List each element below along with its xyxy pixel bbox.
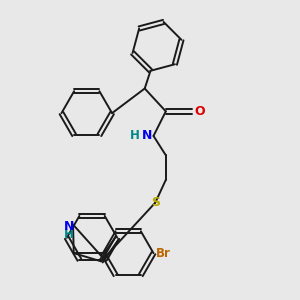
Text: H: H — [130, 129, 140, 142]
Text: N: N — [142, 129, 153, 142]
Text: H: H — [64, 228, 74, 241]
Text: S: S — [151, 196, 160, 209]
Text: Br: Br — [156, 247, 171, 260]
Text: O: O — [195, 105, 205, 118]
Text: N: N — [64, 220, 74, 233]
